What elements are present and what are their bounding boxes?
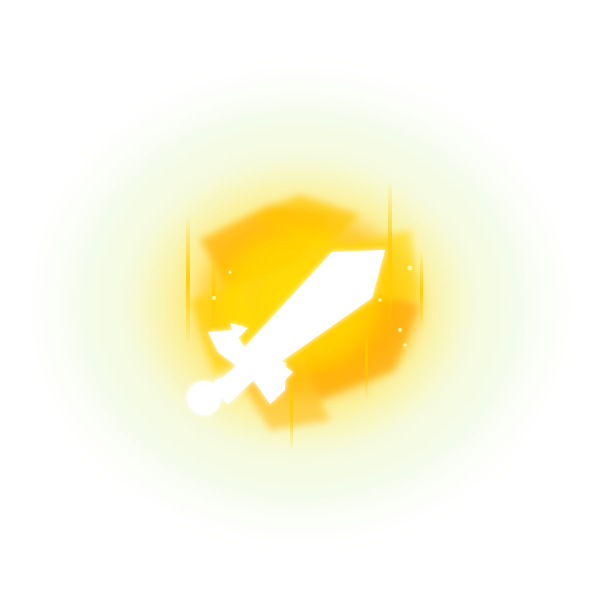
- sparkles: [212, 265, 413, 347]
- sword-icon: [187, 250, 385, 415]
